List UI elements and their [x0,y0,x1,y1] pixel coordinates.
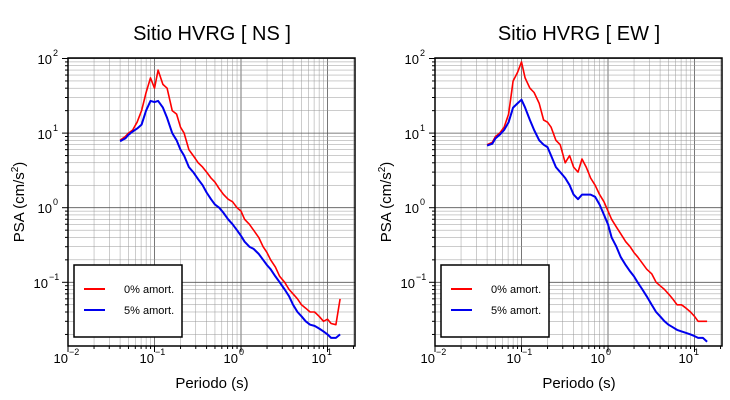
svg-text:10: 10 [38,201,52,216]
legend-box [440,264,550,338]
legend: 0% amort. 5% amort. [73,264,183,338]
svg-text:1: 1 [694,347,699,357]
y-tick-label-2: 10 1 [38,123,58,142]
plot-frame [434,57,723,347]
legend-label-0: 0% amort. [124,284,174,296]
svg-text:−1: −1 [155,347,165,357]
legend-label-0: 0% amort. [491,284,541,296]
svg-text:10: 10 [405,201,419,216]
x-tick-label-3: 10 1 [679,347,699,366]
x-tick-label-1: 10 −1 [507,347,533,366]
svg-text:10: 10 [421,351,435,366]
x-tick-label-0: 10 −2 [421,347,447,366]
svg-text:10: 10 [591,351,605,366]
svg-text:0: 0 [606,347,611,357]
svg-text:0: 0 [53,197,58,207]
svg-text:−2: −2 [69,347,79,357]
x-axis-label: Periodo (s) [175,375,248,392]
svg-text:10: 10 [54,351,68,366]
svg-text:10: 10 [405,52,419,67]
svg-text:−1: −1 [416,272,426,282]
series-line-5pct [119,99,341,339]
series-line-0pct [486,61,708,323]
y-tick-label-3: 10 2 [405,48,425,67]
svg-text:−1: −1 [49,272,59,282]
legend-label-1: 5% amort. [124,305,174,317]
svg-text:10: 10 [405,127,419,142]
x-tick-label-3: 10 1 [312,347,332,366]
series-line-5pct [486,98,708,343]
x-tick-label-1: 10 −1 [140,347,166,366]
x-tick-label-0: 10 −2 [54,347,80,366]
svg-text:10: 10 [312,351,326,366]
chart-panel-ns: Sitio HVRG [ NS ] 10 −2 10 −1 10 0 10 1 … [10,23,356,392]
svg-text:0: 0 [420,197,425,207]
svg-text:10: 10 [679,351,693,366]
x-axis-label: Periodo (s) [542,375,615,392]
legend-box [73,264,183,338]
y-axis-label: PSA (cm/s2) [377,162,395,243]
chart-title: Sitio HVRG [ NS ] [133,23,291,45]
y-tick-label-0: 10 −1 [34,272,60,291]
svg-text:−2: −2 [436,347,446,357]
grid [67,58,355,346]
y-tick-label-0: 10 −1 [401,272,427,291]
legend: 0% amort. 5% amort. [440,264,550,338]
svg-text:10: 10 [38,52,52,67]
svg-text:1: 1 [420,123,425,133]
axis-ticks [429,58,722,352]
series-line-0pct [119,69,341,326]
legend-label-1: 5% amort. [491,305,541,317]
axis-ticks [62,58,355,352]
y-tick-label-1: 10 0 [38,197,58,216]
svg-text:0: 0 [239,347,244,357]
series-group [119,69,341,339]
svg-text:10: 10 [140,351,154,366]
svg-text:−1: −1 [522,347,532,357]
svg-text:10: 10 [34,276,48,291]
y-tick-label-2: 10 1 [405,123,425,142]
svg-text:10: 10 [224,351,238,366]
y-tick-label-3: 10 2 [38,48,58,67]
svg-text:1: 1 [327,347,332,357]
y-tick-label-1: 10 0 [405,197,425,216]
y-axis-label: PSA (cm/s2) [10,162,28,243]
x-tick-label-2: 10 0 [591,347,611,366]
x-tick-label-2: 10 0 [224,347,244,366]
svg-text:2: 2 [53,48,58,58]
svg-text:10: 10 [401,276,415,291]
chart-panel-ew: Sitio HVRG [ EW ] 10 −2 10 −1 10 0 10 1 … [377,23,723,392]
series-group [486,61,708,343]
svg-text:10: 10 [38,127,52,142]
chart-title: Sitio HVRG [ EW ] [498,23,660,45]
plot-frame [67,57,356,347]
svg-text:2: 2 [420,48,425,58]
svg-text:10: 10 [507,351,521,366]
svg-text:1: 1 [53,123,58,133]
